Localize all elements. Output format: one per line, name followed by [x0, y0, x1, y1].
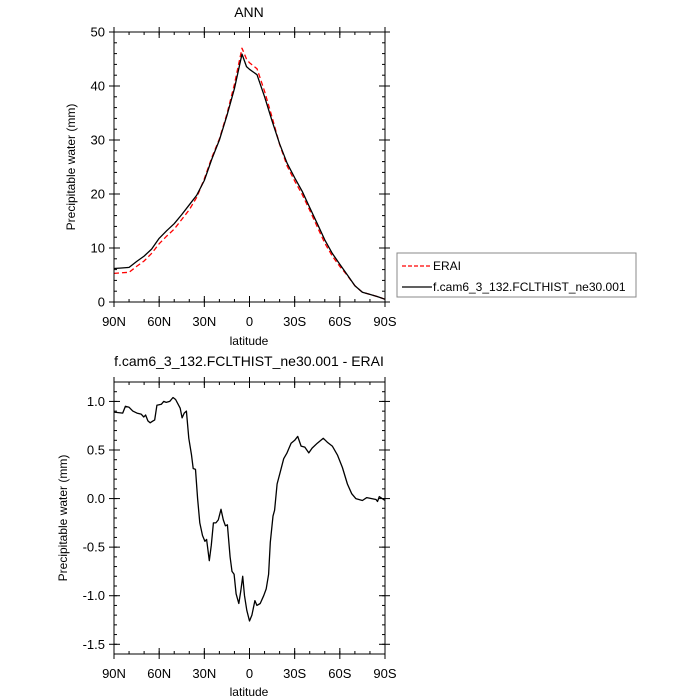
- bottom-series: [113, 396, 386, 622]
- legend-erai-label: ERAI: [433, 259, 461, 273]
- x-tick-label: 90S: [373, 666, 396, 681]
- model-line: [113, 53, 386, 300]
- y-tick-label: 10: [91, 241, 105, 256]
- top-chart-title: ANN: [234, 4, 264, 20]
- bottom-x-axis-label: latitude: [230, 685, 269, 699]
- x-tick-label: 0: [246, 314, 253, 329]
- bottom-ticks: 90N 60N 30N 0 30S 60S 90S 1.0 0.5 0.0 -0.5 -1.0 -1.5: [83, 377, 397, 681]
- erai-line: [113, 47, 386, 300]
- x-tick-label: 60N: [147, 314, 171, 329]
- y-tick-label: 0.5: [87, 443, 105, 458]
- legend-box: [396, 252, 637, 298]
- x-tick-label: 30N: [192, 666, 216, 681]
- difference-line: [113, 396, 386, 622]
- x-tick-label: 60S: [328, 666, 351, 681]
- top-ticks: 90N 60N 30N 0 30S 60S 90S 0 10 20 30 40 50: [91, 25, 397, 330]
- x-tick-label: 90N: [102, 666, 126, 681]
- y-tick-label: 20: [91, 187, 105, 202]
- top-panel: ANN latitude Precipitable water (mm) 90N…: [64, 4, 397, 348]
- y-tick-label: 0.0: [87, 491, 105, 506]
- y-tick-label: 1.0: [87, 394, 105, 409]
- x-tick-label: 30N: [192, 314, 216, 329]
- legend-model-label: f.cam6_3_132.FCLTHIST_ne30.001: [433, 280, 626, 294]
- legend: ERAI f.cam6_3_132.FCLTHIST_ne30.001: [396, 252, 637, 298]
- x-tick-label: 30S: [283, 666, 306, 681]
- y-tick-label: -1.5: [83, 637, 105, 652]
- x-tick-label: 90S: [373, 314, 396, 329]
- y-tick-label: -0.5: [83, 540, 105, 555]
- top-x-axis-label: latitude: [230, 334, 269, 348]
- y-tick-label: 50: [91, 25, 105, 40]
- bottom-panel: f.cam6_3_132.FCLTHIST_ne30.001 - ERAI la…: [56, 353, 397, 699]
- x-tick-label: 30S: [283, 314, 306, 329]
- top-series: [113, 47, 386, 300]
- top-y-axis-label: Precipitable water (mm): [64, 104, 78, 231]
- x-tick-label: 90N: [102, 314, 126, 329]
- bottom-plot-frame: [113, 381, 386, 655]
- y-tick-label: -1.0: [83, 588, 105, 603]
- x-tick-label: 60S: [328, 314, 351, 329]
- bottom-y-axis-label: Precipitable water (mm): [56, 455, 70, 582]
- x-tick-label: 60N: [147, 666, 171, 681]
- y-tick-label: 0: [98, 295, 105, 310]
- top-plot-frame: [113, 31, 386, 303]
- y-tick-label: 40: [91, 79, 105, 94]
- bottom-chart-title: f.cam6_3_132.FCLTHIST_ne30.001 - ERAI: [114, 353, 384, 369]
- y-tick-label: 30: [91, 133, 105, 148]
- x-tick-label: 0: [246, 666, 253, 681]
